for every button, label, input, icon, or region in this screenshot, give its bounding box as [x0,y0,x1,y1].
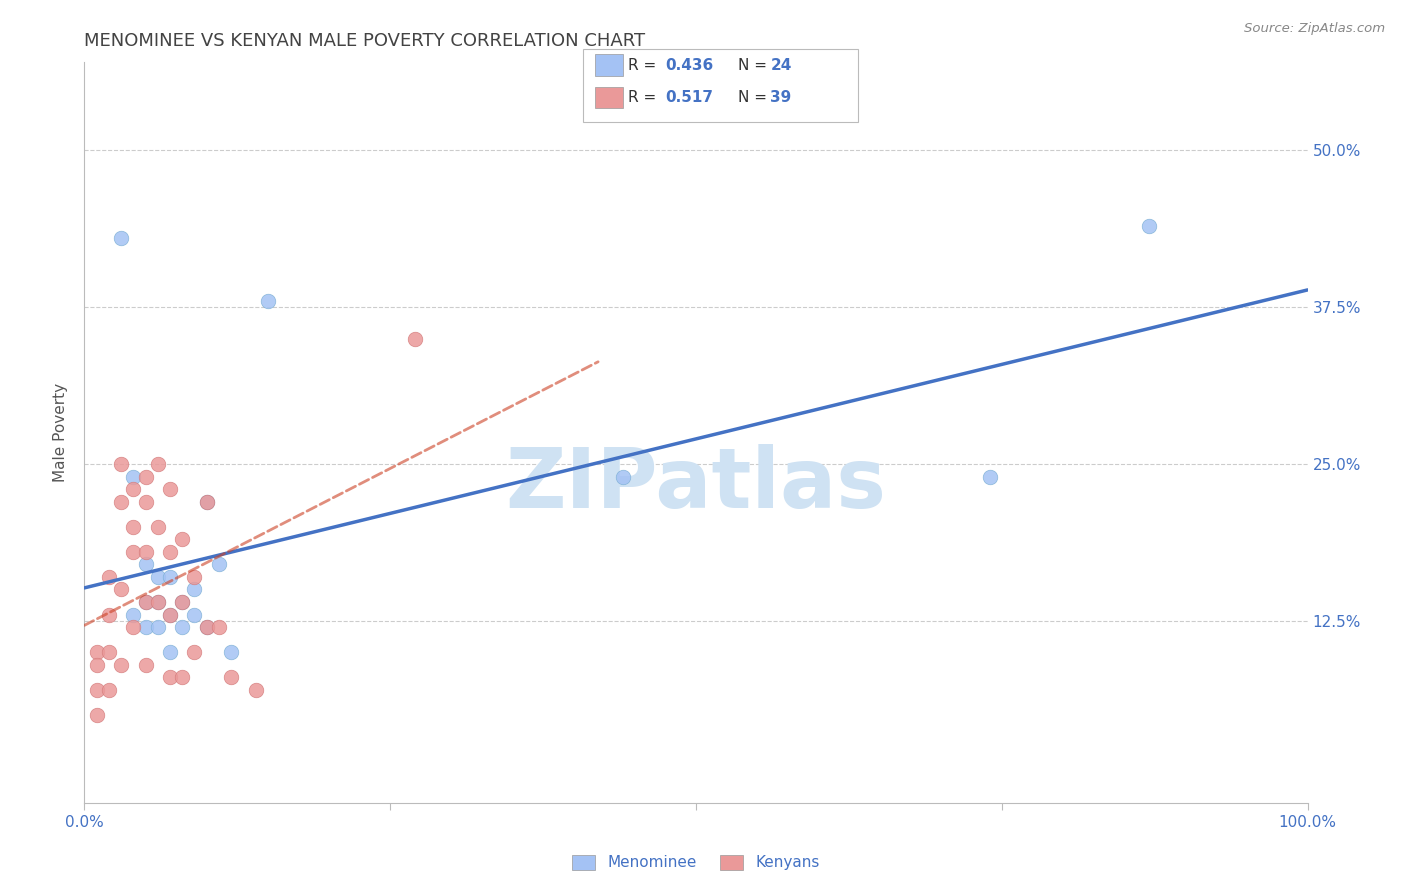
Point [979,469,1001,483]
Point [208,558,231,572]
Point [146,595,169,609]
Text: R =: R = [628,58,662,72]
Point [135,494,157,508]
Point [86,657,108,672]
Point [135,595,157,609]
Point [86,645,108,659]
Point [110,231,132,245]
Point [195,494,218,508]
Text: ZIPatlas: ZIPatlas [506,444,886,525]
Point [86,682,108,697]
Point [172,595,194,609]
Point [97,607,120,622]
Point [122,545,145,559]
Text: R =: R = [628,90,662,104]
Point [135,469,157,483]
Point [159,570,181,584]
Point [195,620,218,634]
Point [257,293,280,308]
Point [1137,219,1160,233]
Text: N =: N = [738,58,772,72]
Point [110,457,132,471]
Point [172,620,194,634]
Point [146,520,169,534]
Text: 24: 24 [770,58,792,72]
Text: MENOMINEE VS KENYAN MALE POVERTY CORRELATION CHART: MENOMINEE VS KENYAN MALE POVERTY CORRELA… [84,32,645,50]
Point [122,620,145,634]
Point [135,545,157,559]
Point [146,457,169,471]
Point [195,494,218,508]
Point [122,520,145,534]
Point [183,570,205,584]
Point [122,469,145,483]
Point [612,469,634,483]
Point [159,670,181,684]
Point [135,595,157,609]
Point [172,595,194,609]
Point [146,570,169,584]
Point [86,708,108,723]
Point [183,582,205,597]
Point [172,533,194,547]
Point [97,645,120,659]
Point [245,682,267,697]
Point [404,331,426,345]
Y-axis label: Male Poverty: Male Poverty [53,383,69,483]
Text: Source: ZipAtlas.com: Source: ZipAtlas.com [1244,22,1385,36]
Point [135,620,157,634]
Text: 0.517: 0.517 [665,90,713,104]
Point [219,670,242,684]
Point [159,482,181,496]
Legend: Menominee, Kenyans: Menominee, Kenyans [567,848,825,877]
Point [146,620,169,634]
Point [146,595,169,609]
Text: 0.436: 0.436 [665,58,713,72]
Point [159,645,181,659]
Text: N =: N = [738,90,772,104]
Point [122,482,145,496]
Point [159,607,181,622]
Point [159,607,181,622]
Point [97,682,120,697]
Point [195,620,218,634]
Point [208,620,231,634]
Point [183,645,205,659]
Point [135,558,157,572]
Point [97,570,120,584]
Text: 39: 39 [770,90,792,104]
Point [122,607,145,622]
Point [159,545,181,559]
Point [219,645,242,659]
Point [172,670,194,684]
Point [135,657,157,672]
Point [110,494,132,508]
Point [110,657,132,672]
Point [110,582,132,597]
Point [183,607,205,622]
